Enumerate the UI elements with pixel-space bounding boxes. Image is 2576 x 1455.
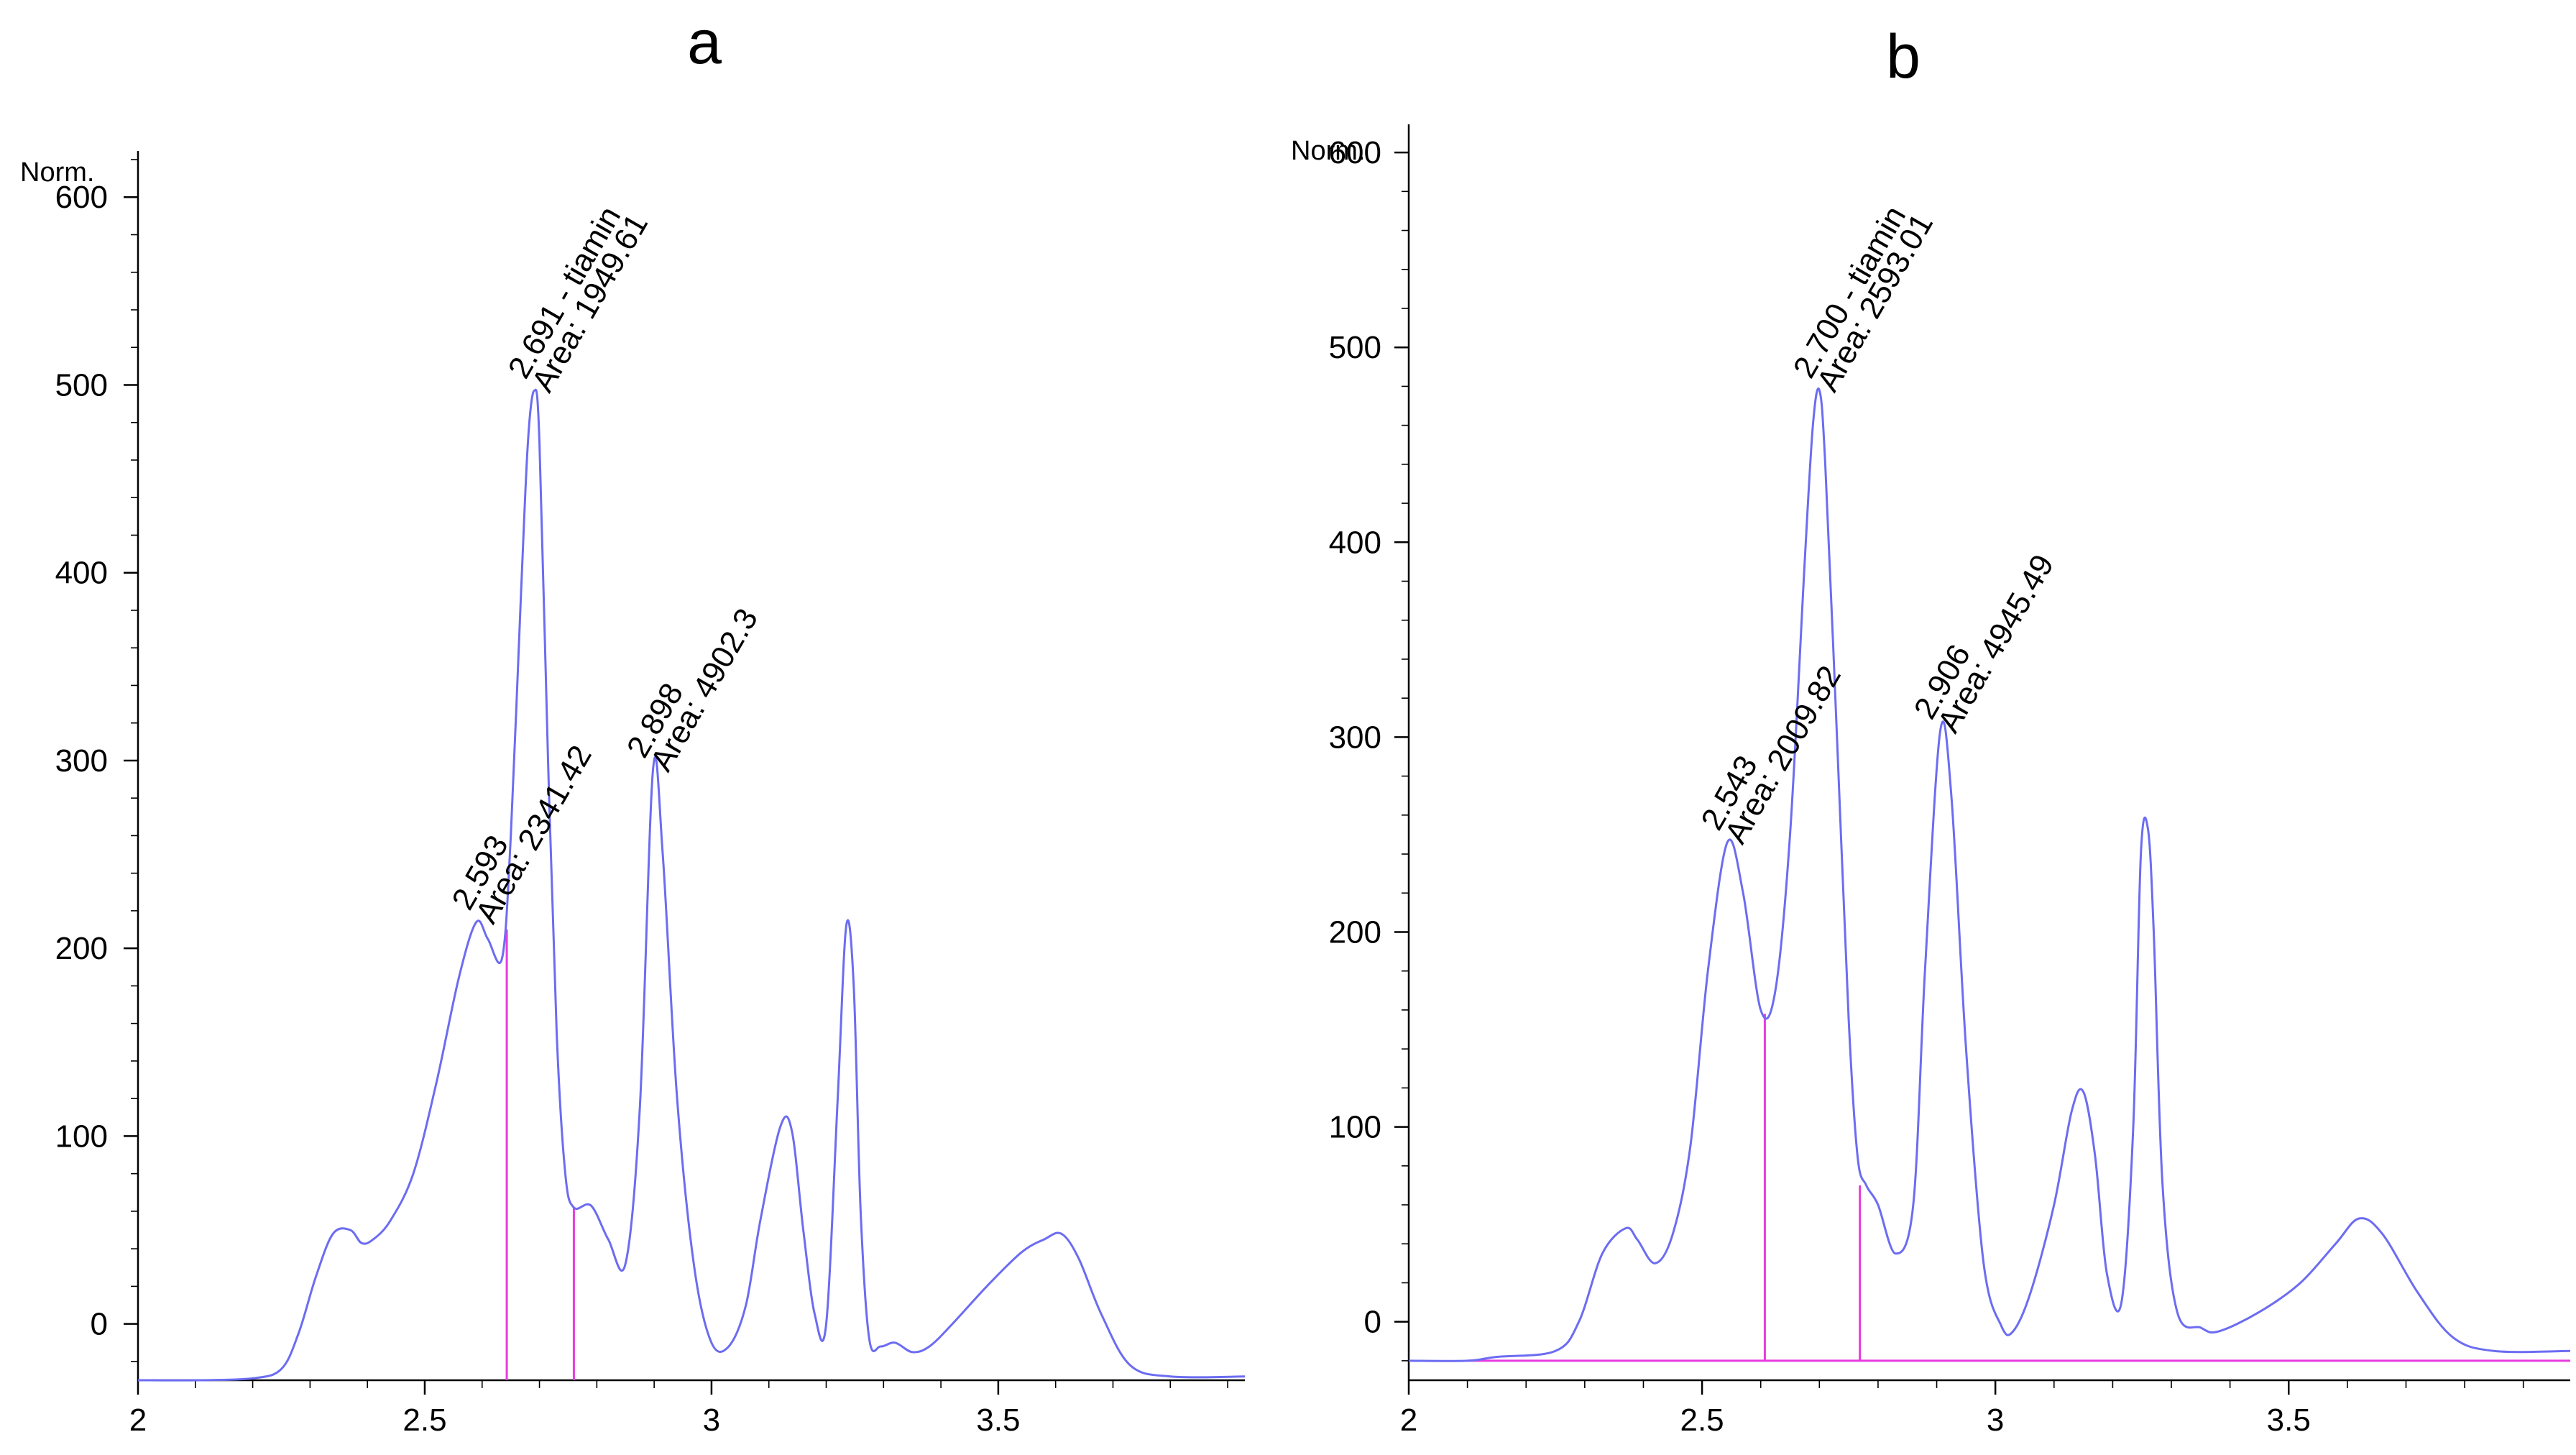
- x-tick-label-a: 2: [129, 1403, 147, 1438]
- y-tick-label-b: 500: [1329, 330, 1381, 365]
- plot-area-b: [1409, 133, 2570, 1380]
- panel-b-letter: b: [1886, 22, 1920, 91]
- x-tick-label-b: 3: [1987, 1403, 2004, 1438]
- y-tick-label-b: 300: [1329, 720, 1381, 755]
- plot-area-a: [138, 160, 1245, 1380]
- x-tick-label-b: 3.5: [2267, 1403, 2311, 1438]
- y-tick-label-b: 600: [1329, 135, 1381, 170]
- y-tick-label-a: 300: [55, 743, 108, 779]
- y-tick-label-a: 600: [55, 180, 108, 215]
- x-tick-label-b: 2: [1400, 1403, 1417, 1438]
- y-axis-label-a: Norm.: [20, 157, 94, 188]
- x-tick-label-a: 3.5: [976, 1403, 1020, 1438]
- x-tick-label-a: 2.5: [402, 1403, 446, 1438]
- chromatogram-trace-a: [137, 388, 1246, 1382]
- y-tick-label-a: 100: [55, 1119, 108, 1154]
- y-tick-label-b: 100: [1329, 1110, 1381, 1145]
- x-tick-label-a: 3: [703, 1403, 720, 1438]
- x-tick-label-b: 2.5: [1680, 1403, 1724, 1438]
- chromatogram-trace-b: [1408, 387, 2571, 1362]
- y-tick-label-a: 500: [55, 367, 108, 403]
- y-tick-label-b: 200: [1329, 914, 1381, 950]
- y-tick-label-a: 200: [55, 931, 108, 966]
- y-tick-label-a: 400: [55, 556, 108, 591]
- y-tick-label-a: 0: [91, 1307, 108, 1342]
- y-tick-label-b: 0: [1364, 1305, 1381, 1340]
- panel-a-letter: a: [687, 8, 722, 77]
- y-tick-label-b: 400: [1329, 525, 1381, 560]
- y-axis-label-b: Norm.: [1291, 136, 1365, 166]
